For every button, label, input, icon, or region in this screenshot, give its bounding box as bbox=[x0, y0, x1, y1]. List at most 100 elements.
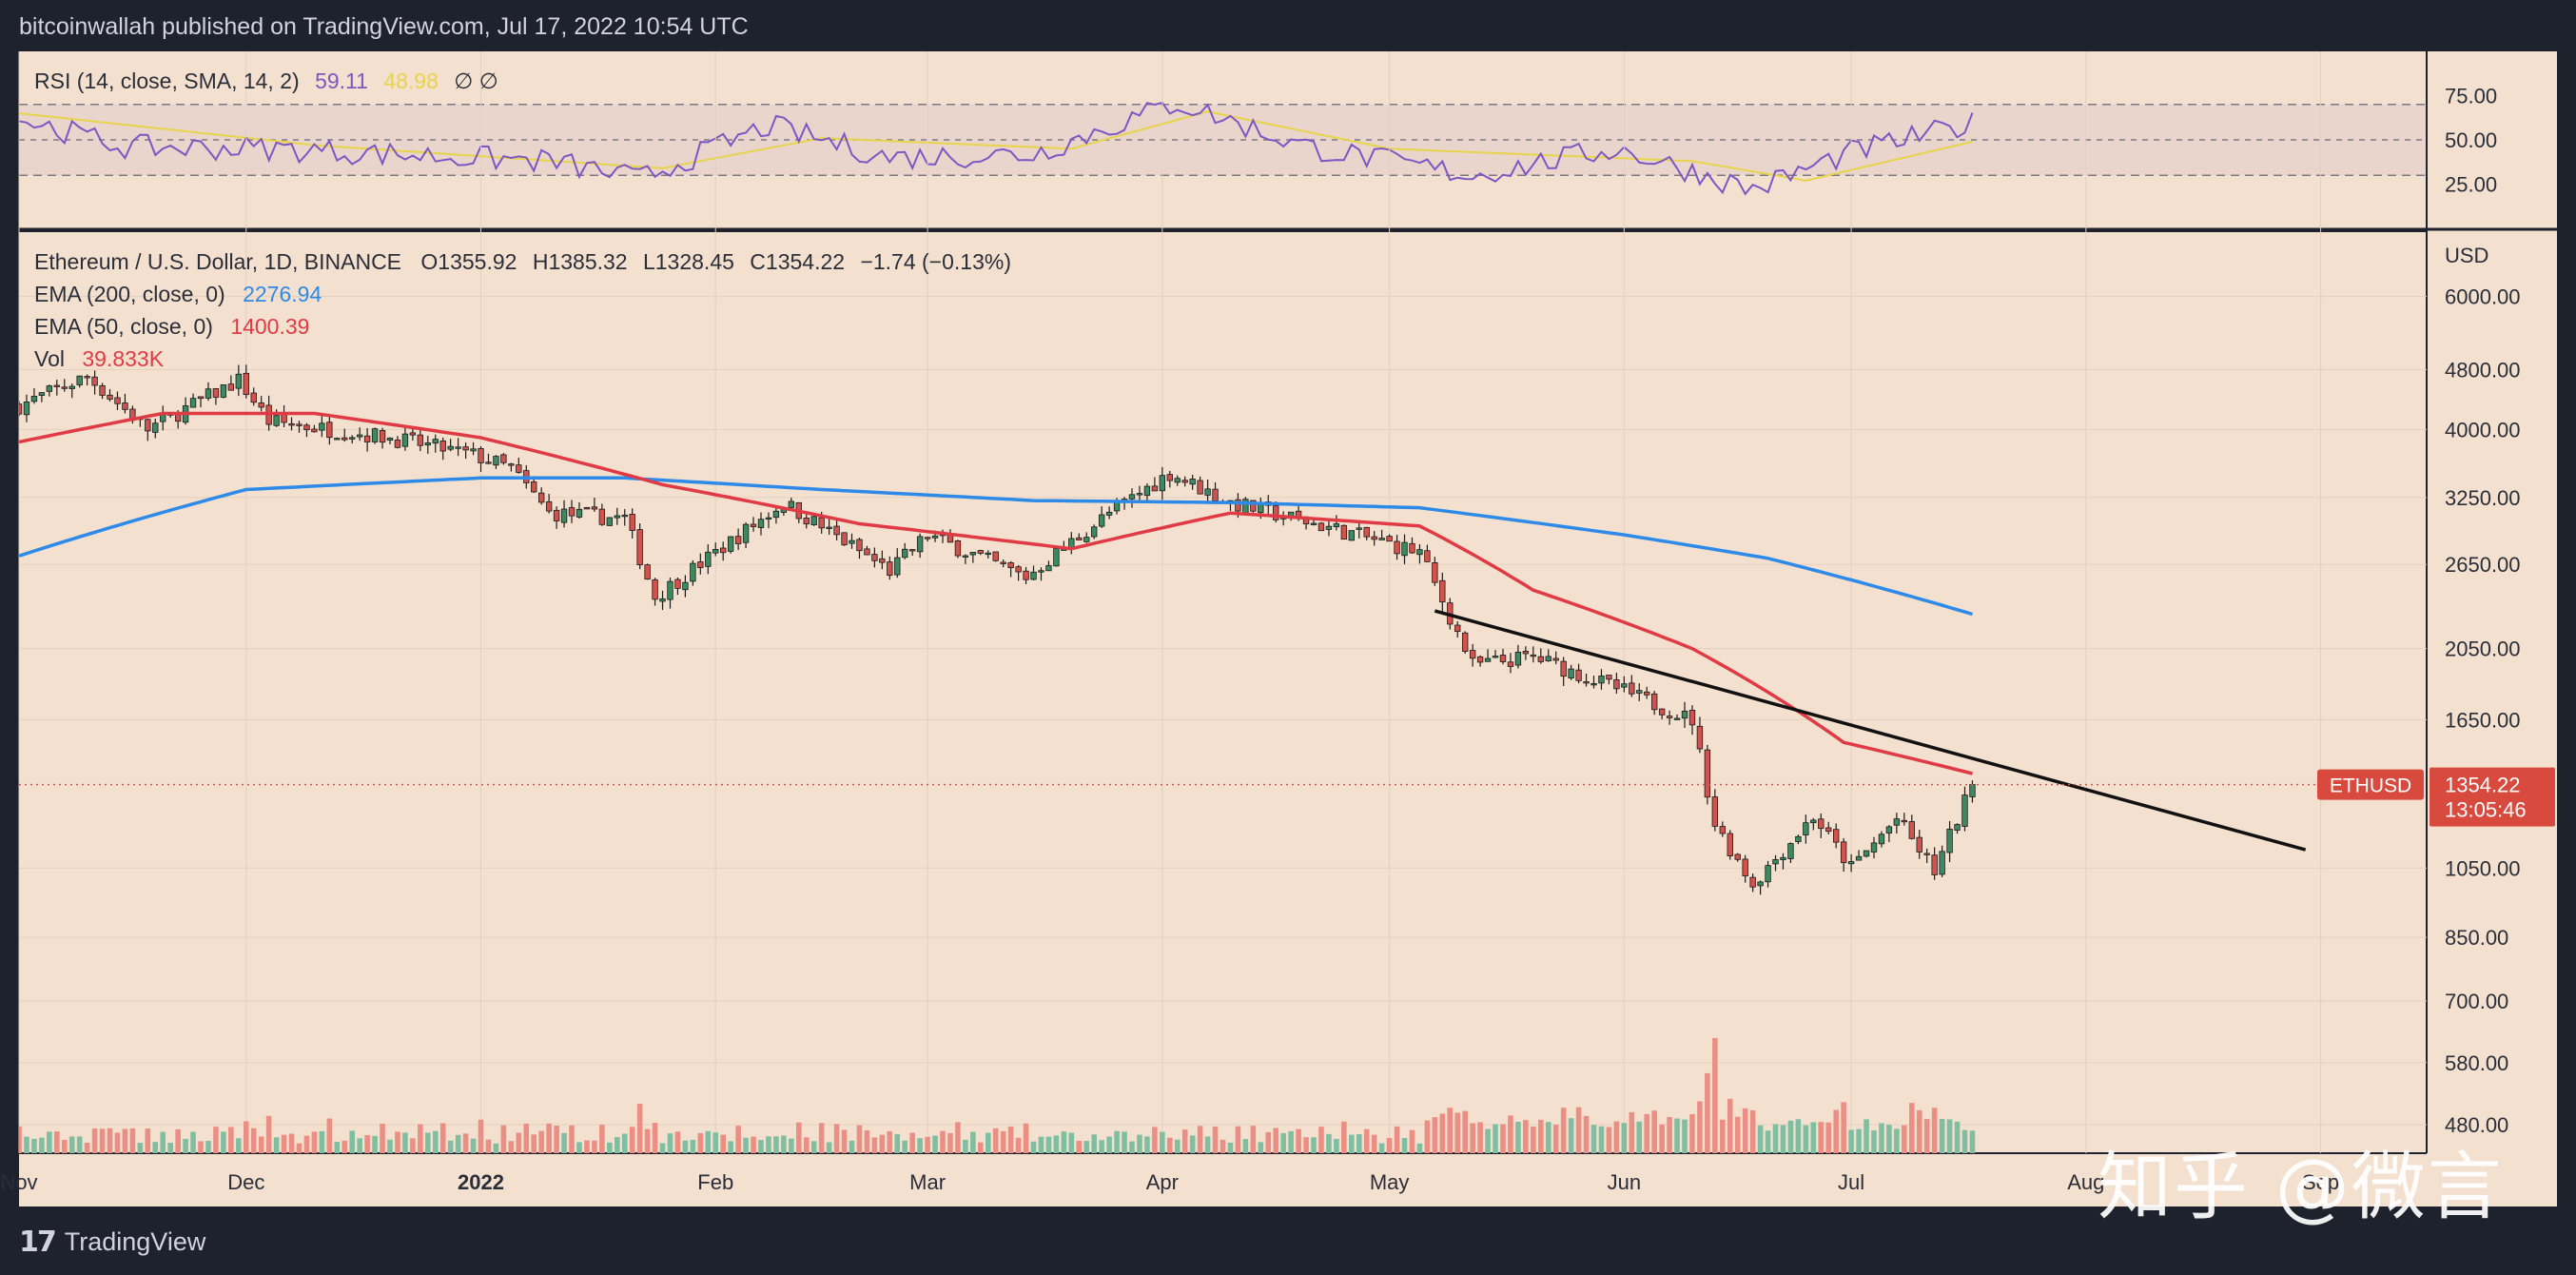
candle bbox=[1560, 660, 1567, 677]
ema200-legend-label: EMA (200, close, 0) bbox=[34, 282, 225, 306]
volume-bar bbox=[554, 1126, 559, 1153]
candle bbox=[969, 552, 977, 556]
candle bbox=[386, 437, 394, 441]
volume-bar bbox=[1363, 1128, 1370, 1153]
candle bbox=[856, 539, 863, 552]
candle bbox=[1719, 826, 1726, 834]
x-axis-label: 2022 bbox=[458, 1170, 504, 1194]
volume-bar bbox=[288, 1133, 295, 1153]
x-axis-label: Sep bbox=[2302, 1170, 2339, 1194]
volume-bar bbox=[24, 1136, 29, 1153]
candle bbox=[1749, 876, 1756, 888]
candle bbox=[1492, 656, 1499, 658]
candle bbox=[145, 419, 151, 432]
volume-bar bbox=[644, 1128, 651, 1153]
candle bbox=[1462, 632, 1469, 652]
volume-bar bbox=[925, 1136, 930, 1153]
volume-bar bbox=[296, 1143, 302, 1153]
candle bbox=[1348, 530, 1355, 541]
volume-bar bbox=[592, 1140, 597, 1153]
main-panel bbox=[19, 232, 2427, 1153]
volume-bar bbox=[810, 1141, 817, 1153]
candle bbox=[1780, 856, 1786, 860]
volume-bar bbox=[1015, 1137, 1022, 1153]
volume-bar bbox=[1326, 1133, 1332, 1153]
candle bbox=[1734, 853, 1741, 860]
candle bbox=[493, 456, 499, 466]
volume-bar bbox=[1621, 1123, 1628, 1153]
volume-bar bbox=[652, 1123, 658, 1153]
candle bbox=[1954, 824, 1961, 831]
candle bbox=[281, 414, 287, 423]
volume-bar bbox=[1409, 1129, 1415, 1153]
volume-bar bbox=[326, 1118, 333, 1153]
candle bbox=[1696, 725, 1704, 750]
volume-bar bbox=[833, 1124, 840, 1153]
candle bbox=[810, 516, 817, 526]
volume-bar bbox=[198, 1141, 204, 1153]
time-axis[interactable] bbox=[19, 1153, 2557, 1206]
candle bbox=[371, 428, 379, 442]
price-axis[interactable] bbox=[2427, 51, 2557, 1153]
volume-bar bbox=[183, 1138, 188, 1153]
candle bbox=[734, 536, 742, 544]
candle bbox=[1711, 796, 1719, 827]
volume-bar bbox=[1129, 1141, 1135, 1153]
rsi-line bbox=[19, 101, 1974, 196]
x-axis-label: Jul bbox=[1838, 1170, 1864, 1194]
candle bbox=[197, 396, 205, 400]
candle bbox=[1870, 842, 1878, 853]
candle bbox=[841, 532, 848, 546]
volume-bar bbox=[114, 1132, 121, 1153]
candle bbox=[1795, 835, 1802, 842]
candle bbox=[1727, 833, 1733, 856]
volume-bar bbox=[1318, 1127, 1324, 1153]
volume-bar bbox=[1288, 1130, 1294, 1153]
candle bbox=[114, 397, 121, 404]
volume-bar bbox=[1485, 1128, 1491, 1153]
volume-bar bbox=[1674, 1118, 1680, 1153]
candle bbox=[1356, 527, 1362, 530]
candle bbox=[1673, 717, 1681, 720]
candle bbox=[1590, 682, 1597, 686]
candle bbox=[1530, 654, 1537, 657]
candle bbox=[1629, 682, 1635, 695]
rsi-tick-label: 75.00 bbox=[2445, 85, 2497, 108]
volume-bar bbox=[137, 1143, 144, 1153]
volume-bar bbox=[1575, 1107, 1582, 1153]
candle bbox=[1432, 562, 1438, 583]
volume-bar bbox=[54, 1131, 60, 1153]
volume-bar bbox=[1667, 1116, 1672, 1153]
candle bbox=[288, 422, 295, 426]
candle bbox=[1621, 683, 1628, 688]
ema50-line bbox=[19, 411, 1973, 775]
axis-labels: Nov Dec 2022 Feb Mar Apr May Jun Jul Aug Sep 6000.0… bbox=[0, 85, 2520, 1195]
candle bbox=[954, 540, 962, 557]
volume-bar bbox=[1590, 1125, 1597, 1153]
volume-bar bbox=[1181, 1129, 1188, 1153]
volume-bar bbox=[1833, 1109, 1839, 1153]
volume-bar bbox=[1515, 1121, 1521, 1153]
volume-bar bbox=[735, 1126, 741, 1153]
candle bbox=[583, 507, 591, 510]
volume-bar bbox=[1349, 1134, 1355, 1153]
volume-bar bbox=[1493, 1124, 1498, 1153]
candle bbox=[1439, 579, 1446, 603]
volume-bar bbox=[1030, 1141, 1037, 1153]
volume-bar bbox=[380, 1123, 385, 1153]
volume-bar bbox=[145, 1128, 151, 1153]
candle bbox=[189, 398, 197, 408]
x-axis-label: Jun bbox=[1608, 1170, 1641, 1194]
tradingview-logo-icon: 𝟭𝟳 bbox=[19, 1226, 57, 1258]
volume-bar bbox=[303, 1135, 310, 1153]
tradingview-footer[interactable]: 𝟭𝟳 TradingView bbox=[19, 1226, 205, 1259]
volume-bar bbox=[334, 1142, 341, 1153]
volume-bar bbox=[1787, 1120, 1794, 1153]
volume-bar bbox=[1303, 1137, 1309, 1153]
candle bbox=[659, 598, 666, 602]
volume-bar bbox=[84, 1142, 90, 1153]
volume-bar bbox=[1969, 1130, 1976, 1153]
ema50-legend-value: 1400.39 bbox=[230, 314, 309, 339]
candle bbox=[342, 437, 348, 441]
